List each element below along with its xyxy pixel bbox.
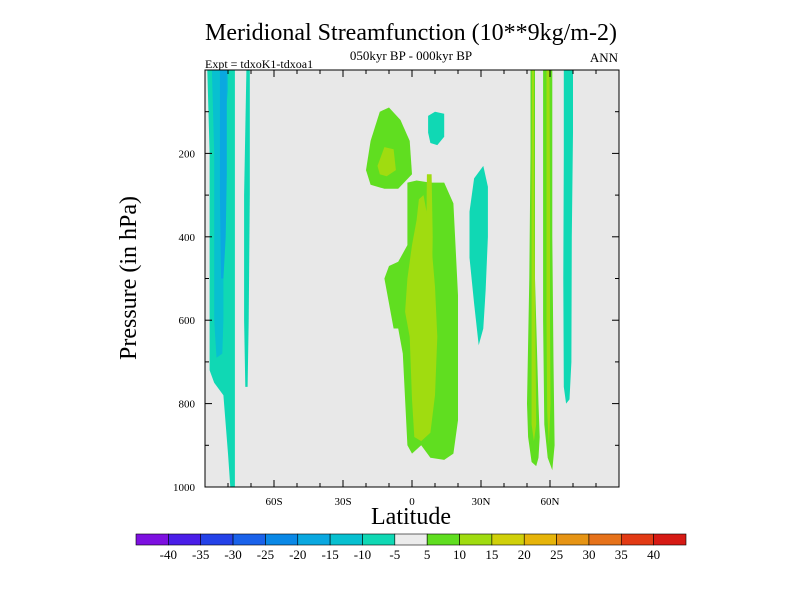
- legend-swatch: [491, 533, 525, 546]
- legend-level-label: 5: [424, 547, 431, 562]
- legend-swatch: [653, 533, 687, 546]
- legend-level-label: 25: [550, 547, 563, 562]
- contour-tropical-upper-negative: [428, 111, 445, 146]
- y-tick-label: 400: [179, 232, 196, 244]
- legend-swatch: [394, 533, 428, 546]
- x-tick-label: 30N: [472, 496, 491, 508]
- legend-level-label: -30: [224, 547, 241, 562]
- y-axis-label: Pressure (in hPa): [116, 196, 142, 360]
- chart-subtitle: 050kyr BP - 000kyr BP: [350, 48, 472, 63]
- legend-level-label: -5: [389, 547, 400, 562]
- legend-swatch: [329, 533, 363, 546]
- season-label: ANN: [590, 50, 619, 65]
- x-tick-label: 30S: [334, 496, 351, 508]
- contour-sh-narrow-band: [244, 70, 250, 387]
- y-tick-label: 1000: [173, 482, 196, 494]
- legend-swatch: [362, 533, 396, 546]
- x-tick-label: 0: [409, 496, 415, 508]
- legend-swatch: [426, 533, 460, 546]
- contour-tropical-upper-core: [377, 147, 396, 177]
- color-legend: -40 -35 -30 -25 -20 -15 -10 -5 5 10 15 20 25 30 35 40: [135, 533, 687, 562]
- chart-title: Meridional Streamfunction (10**9kg/m-2): [205, 20, 617, 46]
- legend-swatch: [588, 533, 622, 546]
- contour-nh-band-b-core: [546, 70, 551, 446]
- legend-swatch: [297, 533, 331, 546]
- y-tick-label: 200: [179, 148, 196, 160]
- legend-swatch: [620, 533, 654, 546]
- contour-tropical-inner-core: [426, 174, 433, 304]
- legend-level-label: -10: [354, 547, 371, 562]
- legend-level-label: 20: [518, 547, 531, 562]
- contour-tropical-upper-lobe: [366, 107, 412, 189]
- x-tick-label: 60N: [541, 496, 560, 508]
- contour-sh-inner-band: [211, 70, 228, 358]
- legend-level-label: -25: [257, 547, 274, 562]
- legend-swatch: [523, 533, 557, 546]
- legend-level-label: 30: [582, 547, 595, 562]
- legend-level-label: -15: [321, 547, 338, 562]
- plot-area: 60S 30S 0 30N 60N 200 400 600 800 1000: [173, 69, 620, 508]
- experiment-label: Expt = tdxoK1-tdxoa1: [205, 57, 313, 71]
- axis-ticks: 60S 30S 0 30N 60N 200 400 600 800 1000: [173, 70, 620, 508]
- y-tick-label: 600: [179, 315, 196, 327]
- legend-swatch: [232, 533, 266, 546]
- legend-swatch: [556, 533, 590, 546]
- legend-swatch: [168, 533, 202, 546]
- legend-level-label: 35: [615, 547, 628, 562]
- legend-level-label: 15: [485, 547, 498, 562]
- legend-level-label: -40: [160, 547, 177, 562]
- legend-swatch: [200, 533, 234, 546]
- legend-level-label: 10: [453, 547, 466, 562]
- legend-swatch: [135, 533, 169, 546]
- contour-nh-band-a-core: [531, 70, 537, 442]
- legend-swatch: [265, 533, 299, 546]
- contour-regions: [205, 70, 573, 487]
- legend-level-label: 40: [647, 547, 660, 562]
- legend-swatch: [459, 533, 493, 546]
- y-tick-label: 800: [179, 399, 196, 411]
- x-axis-label: Latitude: [371, 504, 451, 530]
- x-tick-label: 60S: [265, 496, 282, 508]
- legend-level-label: -20: [289, 547, 306, 562]
- contour-sh-core-band: [219, 70, 227, 279]
- contour-subtropical-negative: [469, 165, 488, 346]
- legend-level-label: -35: [192, 547, 209, 562]
- contour-nh-negative-band: [563, 70, 573, 404]
